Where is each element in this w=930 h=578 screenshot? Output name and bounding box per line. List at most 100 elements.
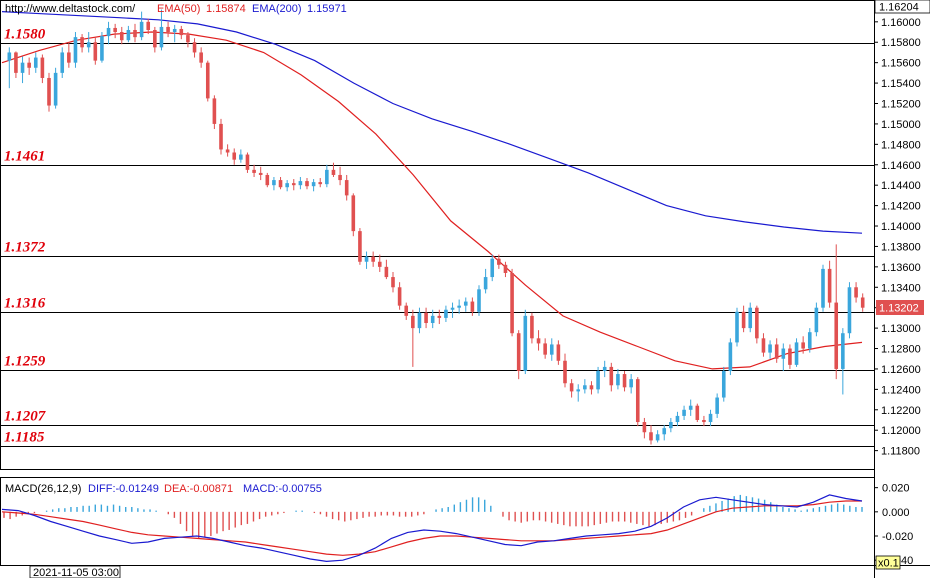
candle	[497, 254, 501, 269]
candle	[688, 399, 693, 416]
candle	[100, 32, 104, 63]
candle	[404, 302, 409, 320]
candle	[186, 32, 190, 48]
candle	[265, 172, 270, 188]
macd-tick-label: -0.020	[882, 531, 913, 543]
candle	[225, 144, 230, 157]
candle	[563, 353, 567, 388]
price-tick-label: 1.14400	[881, 180, 921, 192]
candle	[635, 377, 640, 427]
candle	[761, 333, 766, 357]
price-tick-label: 1.13000	[881, 323, 921, 335]
candle	[715, 393, 719, 418]
candle	[768, 340, 772, 359]
candle	[113, 23, 117, 39]
candle	[629, 374, 633, 394]
candle	[510, 268, 514, 337]
price-panel-frame	[0, 0, 875, 470]
candle	[53, 67, 58, 109]
candle	[516, 330, 521, 380]
candle	[192, 38, 197, 58]
candle	[444, 305, 448, 322]
ema200-label: EMA(200)	[252, 3, 302, 15]
candle	[741, 305, 746, 333]
candle	[549, 338, 554, 361]
candle	[232, 148, 237, 165]
candle	[827, 260, 832, 308]
candle	[199, 47, 203, 68]
price-tick-label: 1.15800	[881, 37, 921, 49]
zoom-label[interactable]: x0.1	[878, 558, 899, 570]
candle	[7, 47, 12, 89]
candle	[14, 51, 18, 78]
current-price-marker: 1.13202	[876, 300, 924, 315]
price-tick-label: 1.12400	[881, 384, 921, 396]
price-tick-label: 1.12600	[881, 364, 921, 376]
macd-diff-value: DIFF:-0.01249	[88, 483, 159, 495]
candle	[291, 179, 296, 191]
site-url: http://www.deltastock.com/	[5, 3, 136, 15]
price-tick-label: 1.11800	[881, 446, 920, 458]
level-labels: 1.1580 1.1461 1.1372 1.1316 1.1259 1.1207 1.11…	[4, 27, 46, 446]
candle	[212, 95, 217, 130]
top-price-label: 1.16204	[879, 2, 919, 14]
date-box	[29, 565, 121, 578]
candle	[708, 409, 713, 427]
candle	[126, 25, 131, 43]
candle	[298, 177, 303, 190]
candle	[616, 368, 620, 390]
candle	[589, 381, 594, 395]
price-tick-label: 1.13400	[881, 282, 921, 294]
candle	[801, 336, 805, 354]
ema50-value: 1.15874	[206, 3, 246, 15]
candle	[702, 415, 706, 427]
candle	[384, 259, 389, 280]
price-tick-label: 1.14800	[881, 139, 921, 151]
candlestick-series	[7, 9, 865, 445]
candle	[219, 118, 223, 155]
candle	[397, 282, 402, 310]
level-label: 1.1207	[4, 409, 46, 425]
candle	[457, 299, 461, 314]
candle	[536, 330, 541, 351]
candle	[814, 302, 819, 337]
candle	[821, 264, 825, 312]
candle	[781, 343, 786, 371]
candle	[569, 379, 574, 398]
candle	[807, 328, 812, 353]
candle	[285, 180, 289, 192]
macd-dea-value: DEA:-0.00871	[164, 483, 233, 495]
candle	[655, 430, 660, 443]
candle	[642, 417, 647, 439]
candle	[344, 174, 349, 201]
diff-line	[1, 494, 863, 563]
candle	[841, 328, 845, 395]
candle	[278, 177, 283, 190]
candle	[490, 254, 495, 282]
candle	[649, 425, 653, 445]
candle	[80, 34, 84, 53]
price-tick-label: 1.15600	[881, 58, 921, 70]
candle	[159, 9, 164, 51]
candle	[860, 293, 865, 312]
candle	[596, 366, 600, 394]
ema200-value: 1.15971	[307, 3, 347, 15]
candle	[695, 403, 700, 423]
candle	[106, 21, 111, 45]
candle	[675, 411, 680, 427]
candle	[774, 338, 779, 363]
price-tick-label: 1.15400	[881, 78, 921, 90]
zoom-box[interactable]	[875, 555, 901, 570]
price-tick-label: 1.13600	[881, 262, 921, 274]
candle	[172, 24, 177, 43]
candle	[450, 302, 455, 318]
price-tick-label: 1.16000	[881, 17, 921, 29]
candle	[583, 379, 587, 394]
candle	[166, 21, 170, 38]
candle	[523, 309, 528, 375]
top-price-box	[874, 0, 930, 14]
candle	[93, 37, 98, 65]
candle	[470, 297, 475, 316]
macd-tick-label: 0.020	[882, 483, 910, 495]
